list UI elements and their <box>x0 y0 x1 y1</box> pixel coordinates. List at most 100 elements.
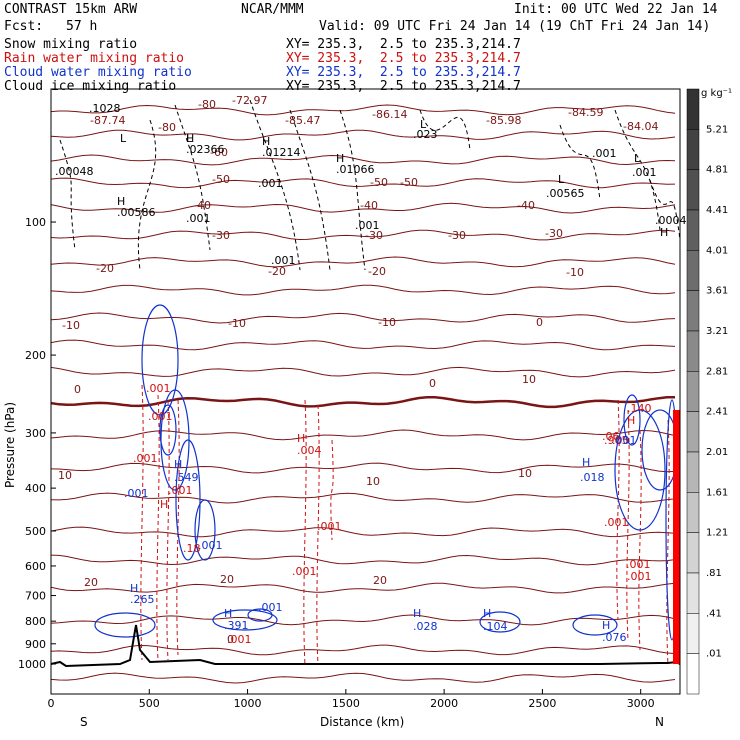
temperature-contour <box>50 312 676 324</box>
y-tick-label: 500 <box>25 525 46 538</box>
temperature-contour <box>50 462 676 474</box>
temperature-contour <box>50 229 676 241</box>
#cc1111: .001 <box>168 484 193 497</box>
#7a1515: 10 <box>58 469 72 482</box>
y-tick-label: 800 <box>25 615 46 628</box>
cloud-water-contour <box>641 409 679 491</box>
fcst-label: Fcst: <box>4 19 44 34</box>
#cc1111: .001 <box>148 410 173 423</box>
temperature-contour <box>50 202 676 214</box>
#000000: H <box>117 195 125 208</box>
field-name-cloud-water: Cloud water mixing ratio <box>4 65 192 80</box>
temperature-contour <box>50 554 676 566</box>
colorbar-label: .81 <box>706 568 722 579</box>
#000000: .02366 <box>186 143 225 156</box>
#7a1515: -80 <box>198 98 216 111</box>
snow-contours <box>59 99 681 271</box>
rain-contour <box>638 429 642 651</box>
temperature-contour <box>50 104 676 116</box>
#cc1111: .001 <box>292 565 317 578</box>
#cc1111: .001 <box>627 570 652 583</box>
field-name-snow: Snow mixing ratio <box>4 37 138 52</box>
colorbar-swatch <box>686 572 700 614</box>
snow-contour <box>174 104 211 251</box>
#7a1515: 0 <box>227 633 234 646</box>
#1133cc: .001 <box>124 487 149 500</box>
#000000: H <box>262 135 270 148</box>
rain-contour <box>330 439 334 541</box>
#1133cc: .549 <box>174 471 199 484</box>
y-tick-label: 900 <box>25 638 46 651</box>
#cc1111: H <box>627 414 635 427</box>
x-tick-label: 2500 <box>528 697 556 710</box>
#cc1111: .004 <box>297 444 322 457</box>
rain-column-north <box>673 410 680 664</box>
colorbar-unit: g kg⁻¹ <box>701 88 732 99</box>
#1133cc: H <box>602 619 610 632</box>
snow-contour <box>419 109 471 151</box>
snow-contour <box>249 99 301 271</box>
#7a1515: -30 <box>448 229 466 242</box>
#7a1515: -10 <box>228 317 246 330</box>
#000000: .001 <box>355 219 380 232</box>
colorbar-swatch <box>686 411 700 453</box>
#1133cc: H <box>224 607 232 620</box>
#7a1515: -10 <box>566 266 584 279</box>
rain-contour <box>166 399 170 661</box>
colorbar-label: .01 <box>706 649 722 660</box>
#7a1515: -20 <box>268 265 286 278</box>
colorbar-swatch <box>686 129 700 170</box>
model-title: CONTRAST 15km ARW <box>4 2 138 17</box>
#7a1515: -50 <box>370 176 388 189</box>
#7a1515: -50 <box>400 176 418 189</box>
x-end-label-north: N <box>655 715 664 729</box>
field-name-rain: Rain water mixing ratio <box>4 51 185 66</box>
temperature-contour <box>50 154 676 166</box>
terrain <box>50 410 681 668</box>
colorbar-label: 2.81 <box>706 366 728 377</box>
cloud-water-contour <box>623 394 641 446</box>
#7a1515: -10 <box>62 319 80 332</box>
cloud-water-contour <box>159 404 177 456</box>
cloud-water-contour <box>614 409 666 531</box>
colorbar-swatch <box>686 250 700 291</box>
colorbar-label: 1.61 <box>706 487 728 498</box>
#cc1111: H <box>297 432 305 445</box>
cloud-water-contour <box>141 304 179 416</box>
#cc1111: .06 <box>602 430 620 443</box>
colorbar-swatch <box>686 653 700 695</box>
x-tick-label: 3000 <box>627 697 655 710</box>
y-tick-label: 200 <box>25 349 46 362</box>
#000000: L <box>558 173 565 186</box>
#cc1111: H <box>160 498 168 511</box>
x-tick-label: 1000 <box>234 697 262 710</box>
cloud-water-contour <box>572 614 618 636</box>
#7a1515: 10 <box>366 475 380 488</box>
#000000: L <box>420 118 427 131</box>
temperature-contour <box>50 284 676 296</box>
y-tick-label: 600 <box>25 560 46 573</box>
colorbar-swatch <box>686 290 700 332</box>
#7a1515: -50 <box>212 173 230 186</box>
rain-contour <box>140 384 144 661</box>
snow-contour <box>649 179 681 241</box>
#7a1515: -20 <box>368 265 386 278</box>
#1133cc: H <box>174 458 182 471</box>
field-xy-rain: XY= 235.3, 2.5 to 235.3,214.7 <box>286 51 521 66</box>
x-tick-label: 2000 <box>430 697 458 710</box>
colorbar-swatch <box>686 492 700 533</box>
#000000: .001 <box>632 166 657 179</box>
snow-contour <box>59 139 76 251</box>
#7a1515: 20 <box>84 576 98 589</box>
colorbar-swatch <box>686 451 700 493</box>
#7a1515: -72.97 <box>232 94 267 107</box>
#7a1515: -87.74 <box>90 114 125 127</box>
#7a1515: -10 <box>378 316 396 329</box>
temperature-contour <box>50 395 675 409</box>
temperature-contour <box>50 177 676 189</box>
colorbar-swatch <box>686 330 700 372</box>
rain-contour <box>626 409 630 641</box>
#000000: .00048 <box>55 165 94 178</box>
#7a1515: -84.04 <box>623 120 658 133</box>
